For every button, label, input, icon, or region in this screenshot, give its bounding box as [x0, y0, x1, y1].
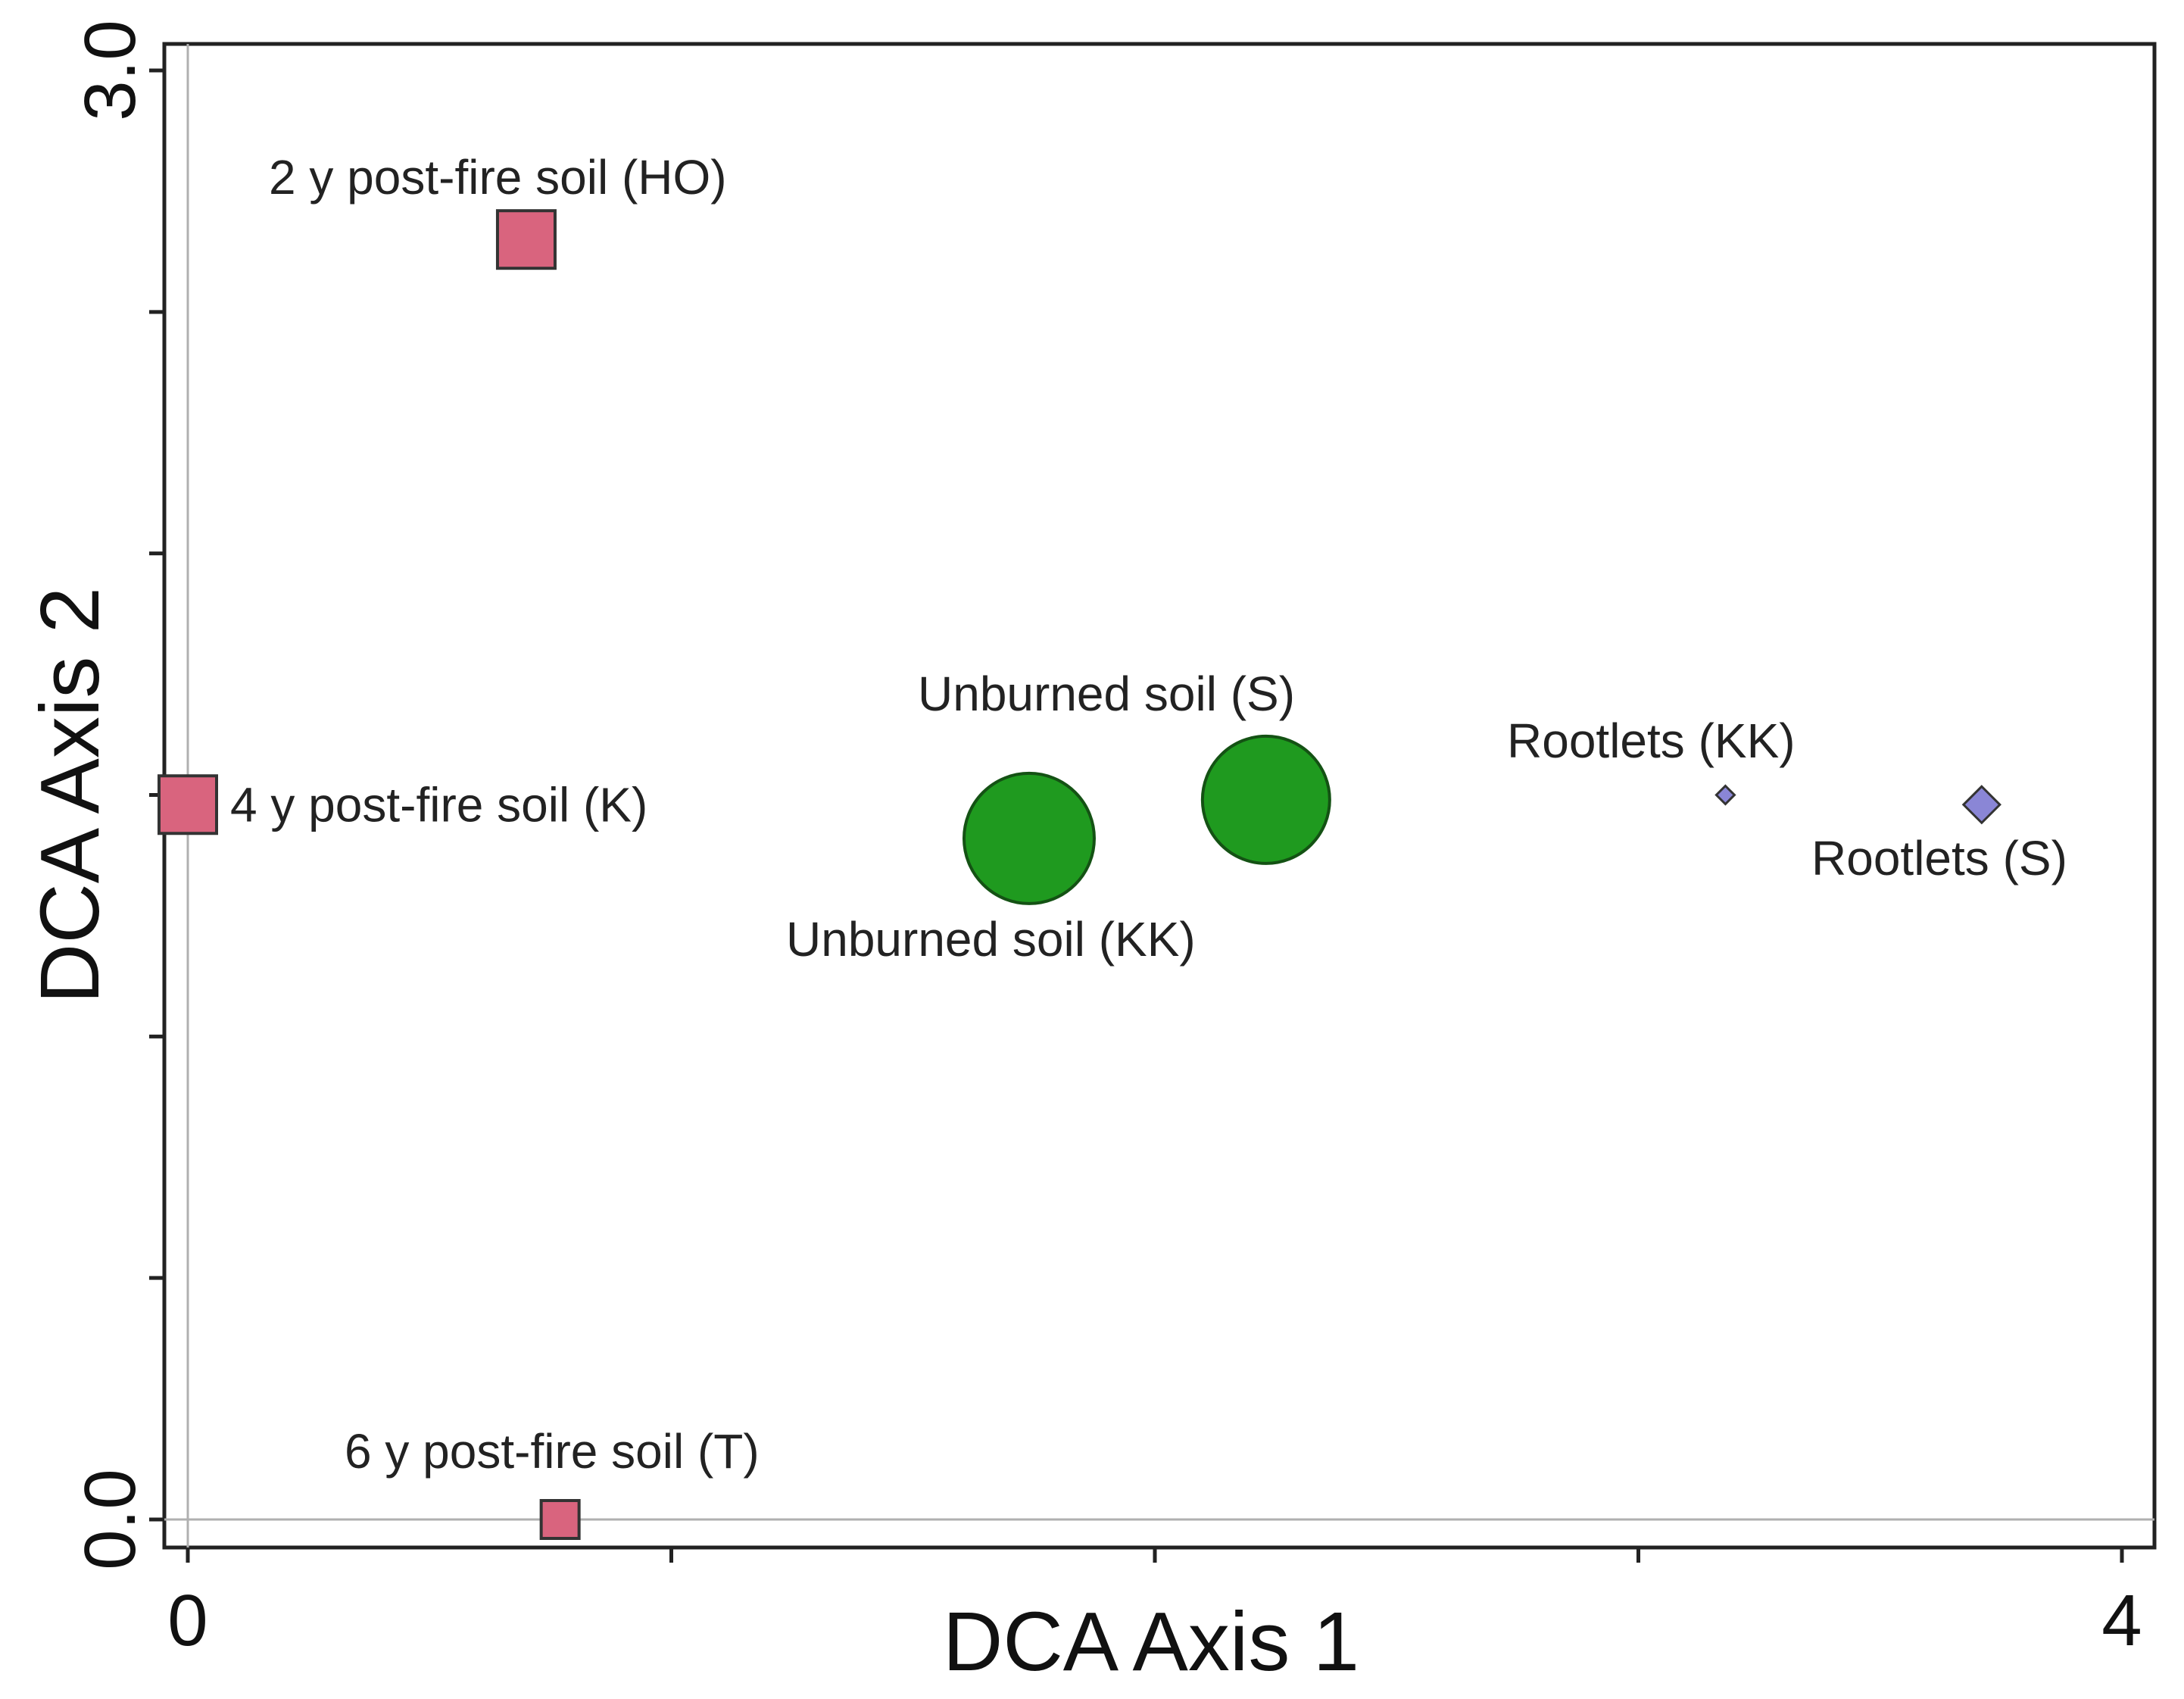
point-label-0: 2 y post-fire soil (HO)	[269, 150, 727, 205]
point-marker-0	[495, 209, 557, 270]
point-marker-6	[1961, 785, 2001, 825]
axis-tick-labels: 0 4 0.0 3.0	[70, 20, 2142, 1661]
y-axis-title: DCA Axis 2	[23, 587, 117, 1004]
point-label-5: Rootlets (KK)	[1507, 714, 1796, 768]
point-marker-5	[1714, 784, 1736, 806]
plot-frame	[162, 42, 2157, 1550]
point-label-1: 4 y post-fire soil (K)	[230, 777, 647, 832]
data-points	[158, 209, 2001, 1540]
point-label-4: Unburned soil (S)	[918, 667, 1295, 721]
point-label-3: Unburned soil (KK)	[786, 912, 1196, 967]
point-marker-4	[1200, 734, 1331, 865]
point-marker-3	[962, 771, 1096, 905]
y-tick-label-1: 3.0	[70, 20, 151, 120]
x-axis-title: DCA Axis 1	[943, 1595, 1359, 1688]
y-tick-label-0: 0.0	[70, 1469, 151, 1569]
point-label-6: Rootlets (S)	[1811, 831, 2067, 885]
x-tick-label-0: 0	[167, 1580, 207, 1661]
point-labels: 2 y post-fire soil (HO) 4 y post-fire soi…	[230, 150, 2067, 1479]
axis-ticks	[149, 68, 2124, 1563]
point-label-2: 6 y post-fire soil (T)	[345, 1424, 760, 1479]
point-marker-1	[158, 774, 218, 835]
point-marker-2	[539, 1499, 581, 1540]
x-tick-label-1: 4	[2101, 1580, 2142, 1661]
